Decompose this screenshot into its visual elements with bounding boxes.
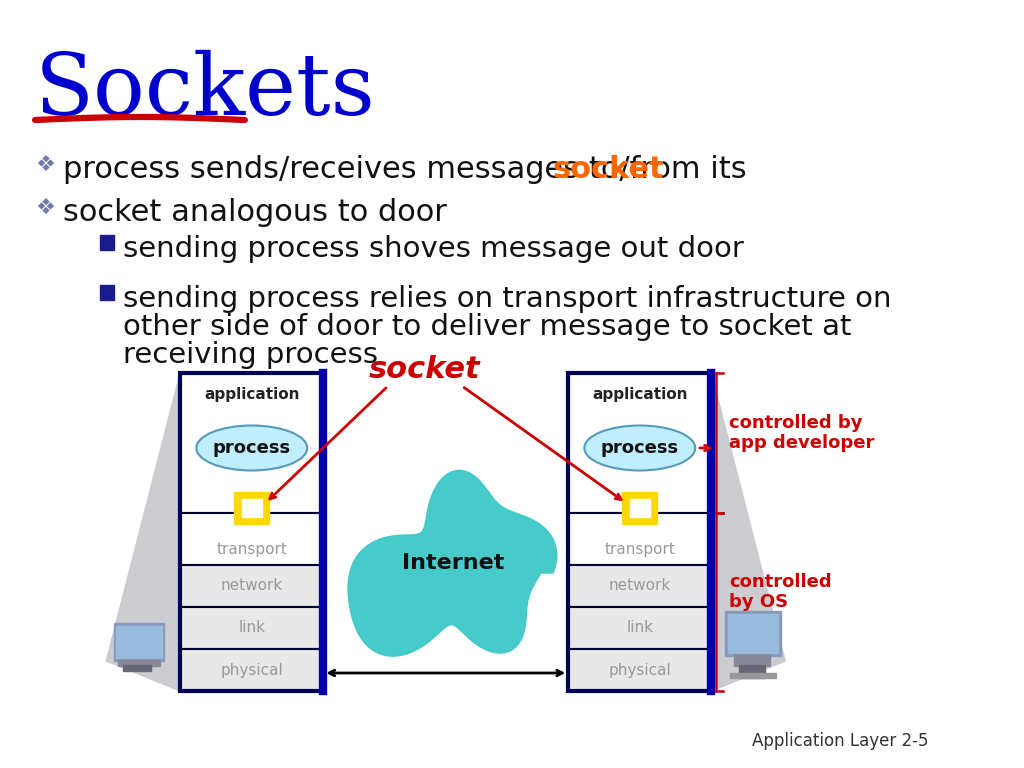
Bar xyxy=(123,665,151,671)
Text: physical: physical xyxy=(220,663,283,677)
Bar xyxy=(180,373,324,513)
Text: process: process xyxy=(213,439,291,457)
Text: link: link xyxy=(239,621,265,635)
Text: transport: transport xyxy=(216,542,287,557)
Text: socket: socket xyxy=(553,155,665,184)
Ellipse shape xyxy=(197,425,307,471)
Polygon shape xyxy=(712,373,785,691)
Bar xyxy=(180,607,324,649)
Bar xyxy=(568,373,712,513)
Polygon shape xyxy=(106,373,180,691)
Text: network: network xyxy=(608,578,671,594)
Bar xyxy=(114,623,165,661)
Bar xyxy=(568,565,712,607)
Text: process sends/receives messages to/from its: process sends/receives messages to/from … xyxy=(62,155,756,184)
Text: sending process shoves message out door: sending process shoves message out door xyxy=(123,235,743,263)
Bar xyxy=(99,285,114,300)
Ellipse shape xyxy=(585,425,695,471)
Text: sending process relies on transport infrastructure on: sending process relies on transport infr… xyxy=(123,285,891,313)
Text: controlled
by OS: controlled by OS xyxy=(729,573,831,611)
Bar xyxy=(180,513,324,565)
Bar xyxy=(728,614,778,653)
Bar xyxy=(739,665,765,678)
Bar xyxy=(734,654,770,666)
Bar xyxy=(242,499,262,517)
Text: receiving process: receiving process xyxy=(123,341,378,369)
Bar xyxy=(568,649,712,691)
Bar xyxy=(180,565,324,607)
Bar xyxy=(118,658,160,666)
Text: transport: transport xyxy=(604,542,675,557)
Text: socket analogous to door: socket analogous to door xyxy=(62,198,446,227)
Bar xyxy=(568,607,712,649)
Text: ❖: ❖ xyxy=(35,198,55,218)
Bar xyxy=(234,492,269,524)
Text: process: process xyxy=(601,439,679,457)
Bar xyxy=(180,649,324,691)
Text: other side of door to deliver message to socket at: other side of door to deliver message to… xyxy=(123,313,851,341)
Bar xyxy=(630,499,650,517)
Text: socket: socket xyxy=(370,355,481,384)
Bar xyxy=(99,235,114,250)
Text: application: application xyxy=(204,387,299,402)
Text: ❖: ❖ xyxy=(35,155,55,175)
Bar xyxy=(180,373,324,691)
Text: controlled by
app developer: controlled by app developer xyxy=(729,414,874,452)
Bar xyxy=(623,492,657,524)
Bar xyxy=(725,611,780,656)
Text: network: network xyxy=(220,578,283,594)
Text: Application Layer 2-5: Application Layer 2-5 xyxy=(752,732,929,750)
Bar xyxy=(117,626,162,658)
Polygon shape xyxy=(348,471,557,656)
Bar xyxy=(730,673,776,678)
Text: link: link xyxy=(627,621,653,635)
Text: Sockets: Sockets xyxy=(35,50,376,133)
Bar xyxy=(568,373,712,691)
Text: Internet: Internet xyxy=(401,553,504,573)
Text: application: application xyxy=(592,387,687,402)
Text: physical: physical xyxy=(608,663,671,677)
Bar xyxy=(568,513,712,565)
